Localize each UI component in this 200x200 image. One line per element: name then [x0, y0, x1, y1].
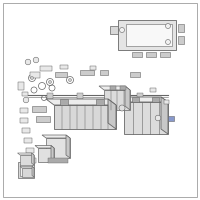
Polygon shape [32, 153, 34, 165]
Circle shape [25, 59, 31, 65]
Bar [96, 99, 104, 105]
Polygon shape [54, 105, 116, 129]
Circle shape [23, 97, 29, 103]
Bar [80, 70, 94, 75]
Bar [168, 116, 174, 121]
Bar [146, 52, 156, 57]
Bar [164, 100, 169, 104]
Polygon shape [66, 135, 70, 158]
Polygon shape [161, 97, 168, 134]
Circle shape [166, 40, 170, 45]
Polygon shape [118, 20, 176, 50]
Bar [55, 72, 67, 77]
Polygon shape [126, 24, 172, 46]
Bar [40, 66, 52, 71]
Circle shape [33, 57, 39, 63]
Bar [30, 72, 40, 78]
Polygon shape [108, 99, 116, 129]
Circle shape [48, 80, 52, 84]
Polygon shape [20, 155, 34, 165]
Circle shape [30, 76, 34, 79]
Circle shape [155, 115, 161, 121]
Bar [26, 148, 34, 153]
Bar [152, 97, 159, 102]
Bar [137, 93, 143, 99]
Polygon shape [18, 153, 34, 155]
Polygon shape [104, 90, 130, 110]
Polygon shape [18, 162, 34, 178]
Bar [100, 70, 108, 75]
Polygon shape [117, 97, 168, 102]
Polygon shape [125, 86, 130, 110]
Bar [130, 72, 140, 77]
Bar [107, 93, 113, 99]
Polygon shape [99, 86, 130, 90]
Bar [110, 86, 116, 90]
Polygon shape [38, 148, 54, 162]
Bar [36, 116, 50, 122]
Polygon shape [20, 164, 32, 176]
Polygon shape [51, 146, 54, 162]
Bar [32, 106, 46, 112]
Polygon shape [32, 166, 34, 177]
Bar [160, 52, 170, 57]
Bar [178, 24, 184, 32]
Bar [132, 52, 142, 57]
Polygon shape [35, 146, 54, 148]
Bar [90, 66, 96, 70]
Bar [24, 138, 32, 143]
Circle shape [68, 78, 72, 82]
Bar [77, 93, 83, 99]
Circle shape [166, 23, 170, 28]
Bar [150, 88, 156, 92]
Bar [60, 99, 68, 105]
Circle shape [119, 105, 125, 111]
Polygon shape [46, 99, 116, 105]
Bar [120, 86, 126, 90]
Bar [22, 128, 30, 133]
Polygon shape [20, 166, 34, 168]
Bar [22, 92, 28, 96]
Bar [48, 158, 68, 163]
Polygon shape [46, 138, 70, 158]
Bar [20, 118, 28, 123]
Polygon shape [124, 102, 168, 134]
Circle shape [120, 27, 124, 32]
Bar [132, 97, 139, 102]
Bar [20, 108, 28, 113]
Bar [18, 82, 24, 90]
Bar [28, 158, 36, 163]
Polygon shape [22, 168, 34, 177]
Bar [47, 93, 53, 99]
Polygon shape [110, 26, 118, 34]
Bar [178, 36, 184, 44]
Polygon shape [42, 135, 70, 138]
Bar [60, 65, 68, 69]
